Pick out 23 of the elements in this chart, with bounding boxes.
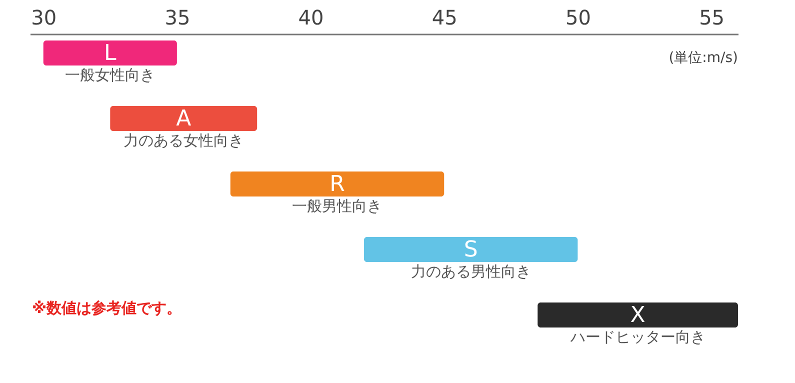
- annotation: 力のある女性向き: [124, 132, 244, 150]
- y-tick-label: A: [176, 106, 192, 132]
- bar: [43, 40, 177, 66]
- annotation: 一般男性向き: [292, 197, 382, 215]
- bar: [538, 302, 738, 328]
- x-tick-label: 45: [432, 6, 458, 30]
- x-tick-label: 40: [298, 6, 324, 30]
- bar: [230, 172, 444, 196]
- annotation: 一般女性向き: [65, 66, 156, 84]
- x-tick-label: 30: [31, 6, 57, 30]
- y-tick-label: L: [104, 40, 118, 66]
- x-axis-title: (単位:m/s): [668, 50, 738, 66]
- y-tick-label: S: [464, 238, 478, 262]
- y-tick-label: X: [630, 303, 646, 328]
- y-tick-label: R: [330, 172, 345, 197]
- x-tick-label: 55: [699, 6, 725, 30]
- annotation: ※数値は参考値です。: [32, 299, 182, 317]
- x-tick-label: 50: [565, 6, 591, 30]
- bar: [364, 237, 578, 262]
- annotation: 力のある男性向き: [410, 262, 531, 280]
- bar: [110, 106, 258, 131]
- annotation: ハードヒッター向き: [569, 328, 706, 346]
- x-tick-label: 35: [164, 6, 190, 30]
